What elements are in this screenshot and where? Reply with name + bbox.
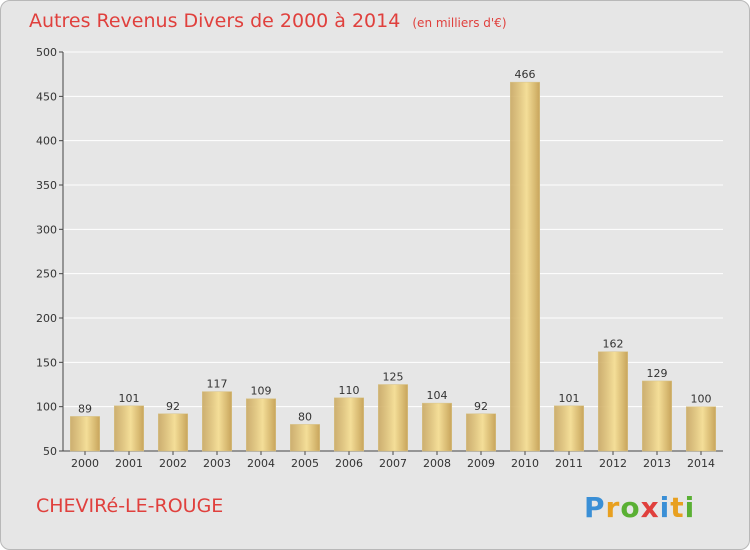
x-tick-label-2011: 2011	[555, 457, 583, 470]
logo-letter: x	[640, 491, 660, 524]
bars	[70, 81, 716, 452]
y-tick-label: 500	[36, 46, 57, 59]
data-label-2014: 100	[691, 393, 712, 406]
bar-2001	[114, 405, 144, 452]
x-tick-label-2007: 2007	[379, 457, 407, 470]
bar-2008	[422, 402, 452, 452]
x-tick-label-2014: 2014	[687, 457, 715, 470]
data-label-2000: 89	[78, 402, 92, 415]
data-label-2003: 117	[207, 378, 228, 391]
y-tick-label: 200	[36, 312, 57, 325]
bar-2002	[158, 413, 188, 452]
bar-2004	[246, 398, 276, 452]
bar-2013	[642, 380, 672, 452]
data-label-2007: 125	[383, 371, 404, 384]
x-tick-label-2003: 2003	[203, 457, 231, 470]
y-tick-label: 300	[36, 223, 57, 236]
chart-unit: (en milliers d'€)	[412, 16, 507, 30]
proxiti-logo[interactable]: Proxiti	[584, 491, 695, 524]
y-tick-label: 150	[36, 356, 57, 369]
x-tick-label-2004: 2004	[247, 457, 275, 470]
x-tick-label-2010: 2010	[511, 457, 539, 470]
y-tick-label: 50	[43, 445, 57, 458]
logo-letter: i	[659, 491, 671, 524]
logo-letter: o	[620, 491, 641, 524]
logo-letter: t	[670, 491, 685, 524]
data-label-2012: 162	[603, 338, 624, 351]
x-tick-label-2000: 2000	[71, 457, 99, 470]
bar-2000	[70, 416, 100, 452]
bar-2005	[290, 424, 320, 452]
bar-2010	[510, 81, 540, 452]
x-tick-label-2012: 2012	[599, 457, 627, 470]
y-tick-label: 450	[36, 90, 57, 103]
data-label-2001: 101	[119, 392, 140, 405]
chart-title-text: Autres Revenus Divers de 2000 à 2014	[29, 10, 401, 32]
x-tick-label-2001: 2001	[115, 457, 143, 470]
data-label-2004: 109	[251, 385, 272, 398]
data-label-2013: 129	[647, 367, 668, 380]
y-tick-label: 100	[36, 401, 57, 414]
bar-2011	[554, 405, 584, 452]
data-label-2002: 92	[166, 400, 180, 413]
data-label-2008: 104	[427, 389, 448, 402]
chart-title: Autres Revenus Divers de 2000 à 2014 (en…	[29, 10, 507, 32]
bar-2006	[334, 397, 364, 452]
data-label-2010: 466	[515, 68, 536, 81]
data-label-2006: 110	[339, 384, 360, 397]
x-tick-label-2008: 2008	[423, 457, 451, 470]
logo-letter: i	[684, 491, 696, 524]
bar-2009	[466, 413, 496, 452]
y-tick-label: 250	[36, 268, 57, 281]
location-name: CHEVIRé-LE-ROUGE	[36, 495, 224, 517]
grid-lines	[63, 51, 723, 452]
bar-2007	[378, 384, 408, 452]
x-tick-label-2006: 2006	[335, 457, 363, 470]
bar-2012	[598, 351, 628, 452]
y-tick-label: 350	[36, 179, 57, 192]
x-tick-label-2002: 2002	[159, 457, 187, 470]
logo-letter: r	[605, 491, 621, 524]
y-tick-label: 400	[36, 135, 57, 148]
x-tick-label-2013: 2013	[643, 457, 671, 470]
data-label-2009: 92	[474, 400, 488, 413]
x-tick-label-2009: 2009	[467, 457, 495, 470]
logo-letter: P	[584, 491, 606, 524]
x-tick-label-2005: 2005	[291, 457, 319, 470]
data-labels: 89 101 92 117 109 80 110 125 104 92 466 101 162 129 10…	[78, 68, 712, 423]
bar-2014	[686, 406, 716, 452]
bar-2003	[202, 391, 232, 452]
data-label-2005: 80	[298, 410, 312, 423]
data-label-2011: 101	[559, 392, 580, 405]
